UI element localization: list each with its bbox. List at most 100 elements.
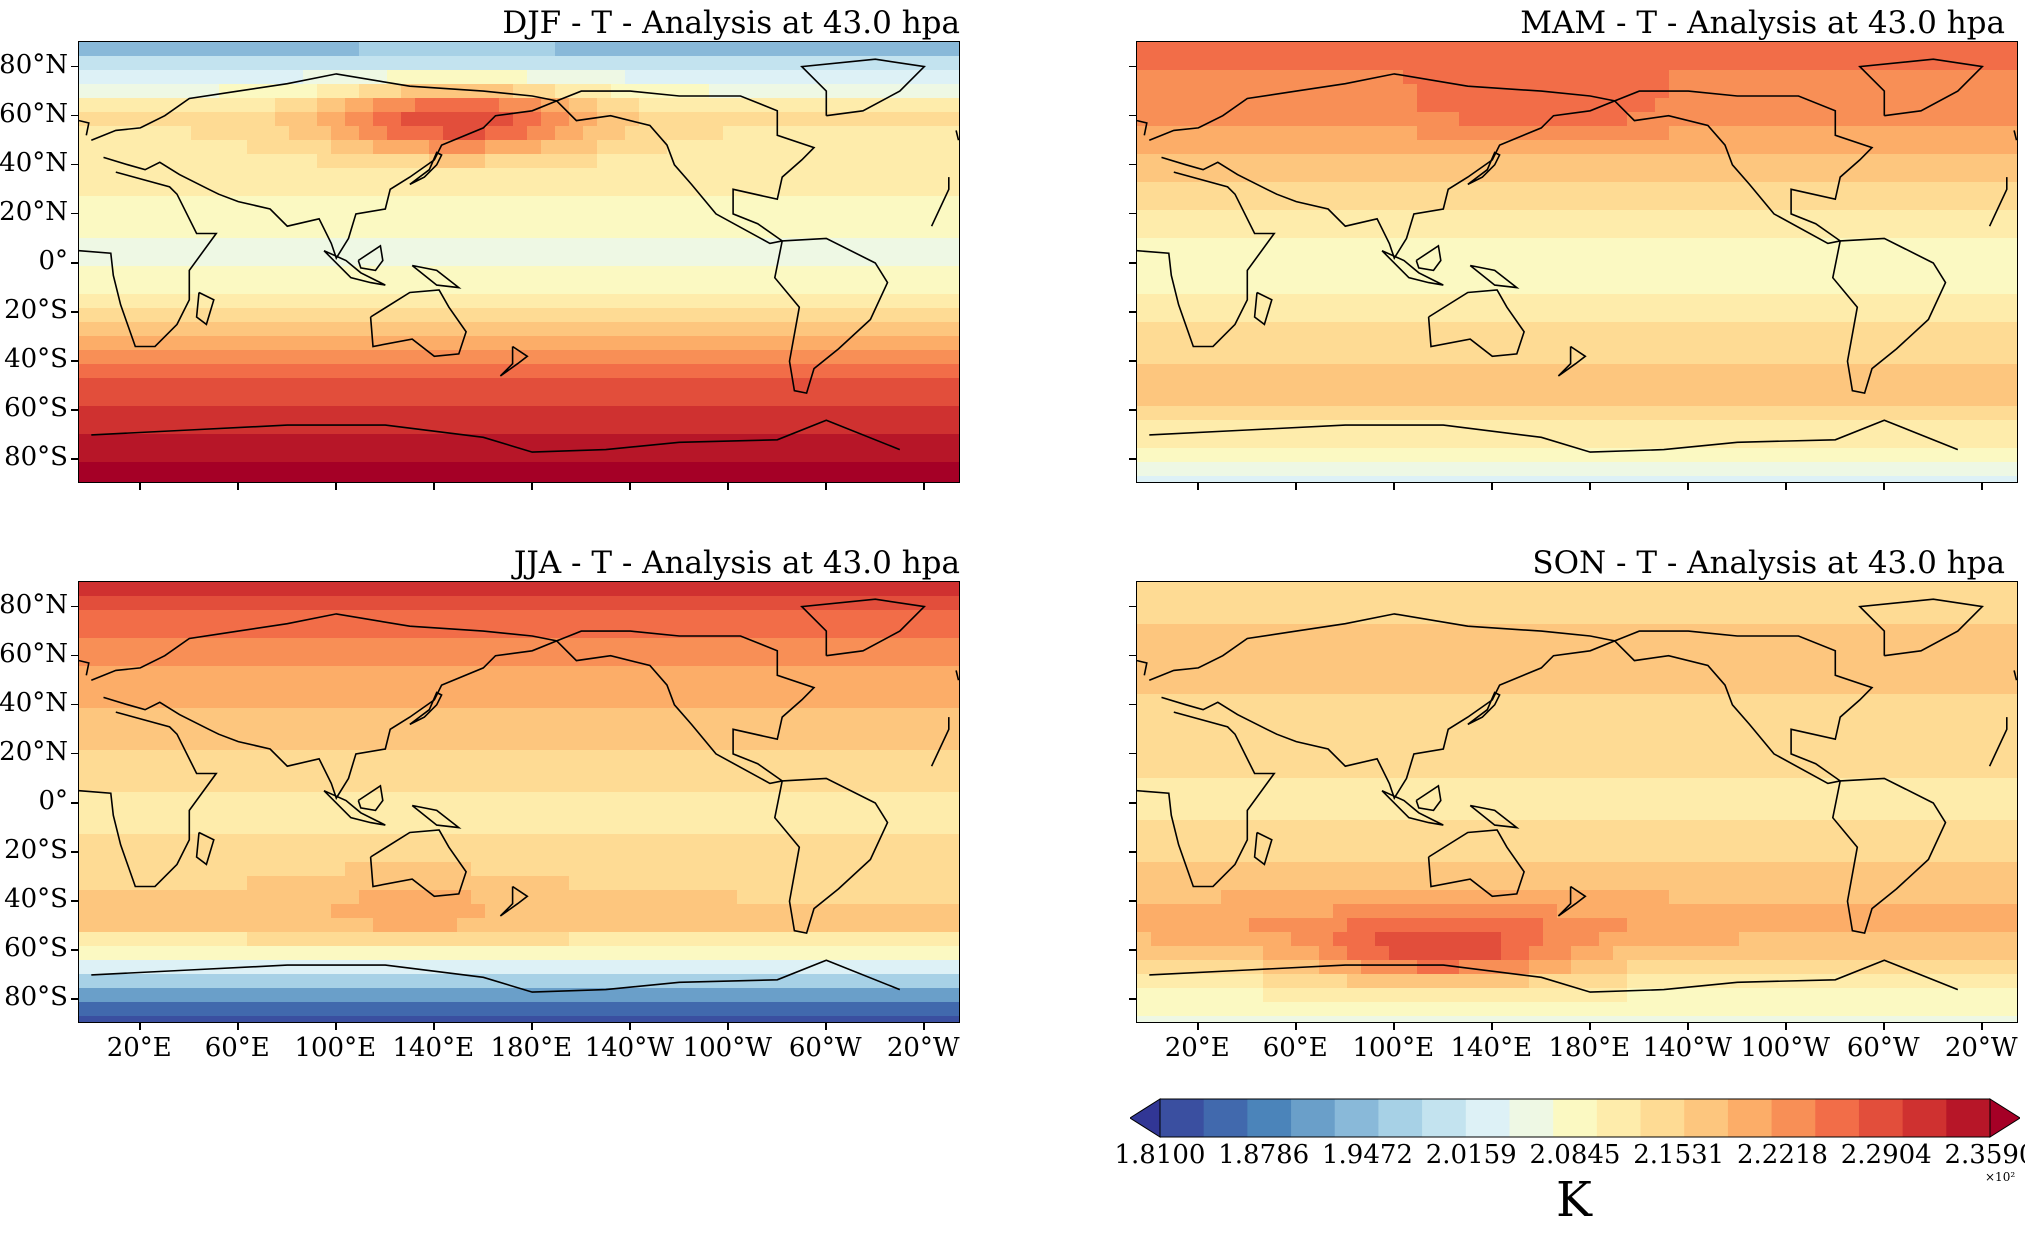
lat-tick — [71, 900, 78, 902]
lon-label: 140°W — [584, 1033, 674, 1063]
lat-label: 20°N — [0, 196, 68, 227]
lon-tick — [237, 1023, 239, 1030]
lon-tick — [1491, 1023, 1493, 1030]
colorbar-segment — [1291, 1099, 1336, 1137]
colorbar-segment — [1858, 1099, 1904, 1137]
colorbar-extend-max — [1989, 1098, 2021, 1138]
coastline — [773, 777, 889, 935]
coastline — [357, 784, 384, 812]
coastline — [1381, 789, 1444, 826]
lon-tick — [1785, 483, 1787, 490]
coastline — [1415, 784, 1442, 812]
lon-label: 60°E — [204, 1033, 270, 1063]
colorbar-segment — [1771, 1099, 1816, 1137]
lat-label: 40°S — [4, 344, 68, 375]
lat-tick — [1129, 458, 1136, 460]
lat-tick — [1129, 212, 1136, 215]
lat-label: 60°S — [4, 933, 68, 964]
lat-tick — [71, 409, 78, 411]
lon-tick — [629, 483, 631, 490]
coastline — [1253, 831, 1273, 866]
lon-tick — [727, 1023, 729, 1030]
lat-tick — [71, 703, 78, 706]
colorbar-tick-label: 2.2218 — [1737, 1140, 1828, 1170]
coastline — [1137, 659, 2017, 681]
coastline — [409, 151, 443, 186]
lon-tick — [825, 483, 827, 490]
colorbar-segment — [1509, 1099, 1554, 1137]
coastline — [409, 691, 443, 726]
lat-tick — [71, 163, 78, 166]
coastline — [1614, 630, 1874, 785]
coastline — [1253, 291, 1273, 326]
colorbar-segment — [1553, 1099, 1598, 1137]
coastline — [79, 711, 950, 888]
coastline — [1557, 885, 1587, 917]
temperature-field-son — [1137, 582, 2017, 1022]
lon-label: 100°W — [682, 1033, 772, 1063]
lon-tick — [1393, 1023, 1395, 1030]
lon-tick — [923, 483, 925, 490]
colorbar-tick-label: 2.3590 — [1944, 1140, 2025, 1170]
panel-title-djf: DJF - T - Analysis at 43.0 hpa — [502, 5, 960, 41]
colorbar-tick-label: 2.2904 — [1840, 1140, 1932, 1170]
panel-title-son: SON - T - Analysis at 43.0 hpa — [1532, 545, 2005, 581]
lat-tick — [71, 998, 78, 1000]
coastline — [1614, 90, 1874, 245]
colorbar-segment — [1727, 1099, 1773, 1137]
lat-label: 0° — [38, 246, 68, 276]
coastline — [1467, 691, 1501, 726]
map-jja — [78, 581, 960, 1023]
lat-tick — [1129, 311, 1136, 313]
coastline — [800, 598, 926, 657]
lon-label: 100°E — [294, 1033, 377, 1063]
lon-tick — [1197, 483, 1199, 490]
coastline — [79, 119, 959, 141]
lon-tick — [335, 483, 337, 490]
colorbar-extend-min — [1129, 1098, 1161, 1138]
lon-tick — [1589, 1023, 1591, 1030]
lon-label: 60°W — [788, 1033, 862, 1063]
coastline — [1149, 959, 1959, 993]
colorbar-units: K — [1556, 1172, 1592, 1228]
lon-tick — [139, 483, 141, 490]
colorbar-segment — [1378, 1099, 1423, 1137]
coastline — [1858, 58, 1984, 117]
colorbar-scale — [1129, 1098, 2021, 1138]
lat-tick — [71, 949, 78, 951]
lat-label: 0° — [38, 786, 68, 816]
lat-tick — [1129, 262, 1136, 264]
coastline — [79, 659, 959, 681]
lat-tick — [1129, 605, 1136, 608]
lon-tick — [1295, 1023, 1297, 1030]
coastline — [1831, 777, 1947, 935]
lon-tick — [629, 1023, 631, 1030]
lon-tick — [1981, 483, 1983, 490]
lon-tick — [1687, 483, 1689, 490]
lat-label: 20°S — [4, 295, 68, 326]
lon-tick — [335, 1023, 337, 1030]
lat-label: 60°N — [0, 98, 68, 129]
lat-label: 80°N — [0, 589, 68, 620]
coastline — [1858, 598, 1984, 657]
lat-tick — [71, 752, 78, 755]
colorbar-segment — [1422, 1099, 1467, 1137]
coastline — [1831, 237, 1947, 395]
lat-tick — [1129, 163, 1136, 166]
lat-tick — [1129, 900, 1136, 902]
colorbar-tick-label: 2.0159 — [1425, 1140, 1517, 1170]
coastline — [91, 959, 901, 993]
coastline — [323, 249, 386, 286]
lat-tick — [71, 311, 78, 313]
colorbar-tick-label: 1.8100 — [1114, 1140, 1206, 1170]
coastline — [499, 345, 529, 377]
lat-tick — [1129, 703, 1136, 706]
colorbar-segment — [1160, 1099, 1205, 1137]
lon-label: 140°E — [1450, 1033, 1533, 1063]
lon-label: 100°E — [1352, 1033, 1435, 1063]
coastline — [411, 804, 462, 829]
lat-label: 40°N — [0, 687, 68, 718]
coastline — [1557, 345, 1587, 377]
lon-label: 140°E — [392, 1033, 475, 1063]
lon-tick — [1883, 1023, 1885, 1030]
